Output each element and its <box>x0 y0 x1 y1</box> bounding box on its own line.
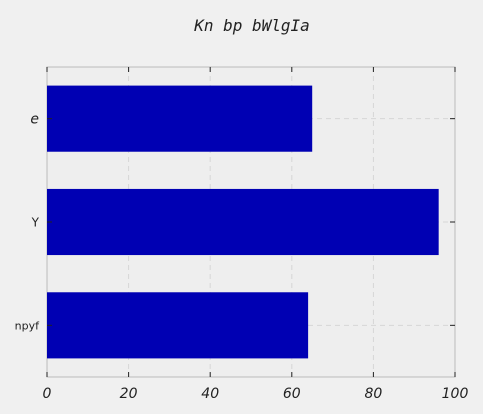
tick-marks <box>46 67 456 377</box>
bar <box>47 188 439 256</box>
bar <box>47 85 313 152</box>
bars <box>47 85 439 359</box>
y-tick-label: npyf <box>15 319 40 332</box>
y-tick-label: Y <box>31 215 40 229</box>
chart-title: Kn bp bWlgIa <box>193 16 310 35</box>
x-tick-label: 20 <box>120 386 138 402</box>
x-tick-label: 40 <box>201 386 219 402</box>
bar <box>47 292 309 359</box>
x-tick-label: 0 <box>43 386 52 402</box>
x-tick-label: 100 <box>442 386 469 402</box>
x-tick-labels: 0 20 40 60 80 100 <box>43 386 469 402</box>
x-tick-label: 60 <box>283 386 301 402</box>
y-tick-label: e <box>30 112 39 128</box>
x-tick-label: 80 <box>364 386 382 402</box>
